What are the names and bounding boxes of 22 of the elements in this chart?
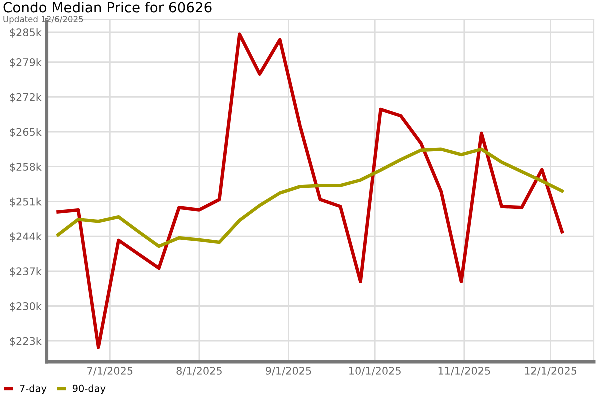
x-tick-label: 11/1/2025 <box>438 367 490 376</box>
legend-label: 7-day <box>20 384 47 394</box>
y-tick-label: $244k <box>10 232 42 242</box>
y-tick-label: $279k <box>10 58 42 68</box>
y-tick-label: $251k <box>10 198 42 208</box>
line-series <box>56 32 564 350</box>
x-tick-label: 7/1/2025 <box>88 367 133 376</box>
x-tick-label: 10/1/2025 <box>350 367 401 376</box>
y-tick-label: $285k <box>10 28 42 38</box>
x-tick-label: 12/1/2025 <box>525 367 577 376</box>
y-tick-label: $223k <box>10 337 42 347</box>
y-tick-label: $265k <box>10 128 42 138</box>
x-tick-label: 9/1/2025 <box>266 367 312 376</box>
legend-label: 90-day <box>72 384 106 394</box>
y-tick-label: $272k <box>10 93 42 103</box>
y-tick-label: $230k <box>10 302 42 312</box>
chart-subtitle: Updated 12/6/2025 <box>4 16 84 24</box>
line-series <box>56 148 564 248</box>
chart-title: Condo Median Price for 60626 <box>4 2 212 13</box>
y-tick-label: $237k <box>10 267 42 277</box>
x-tick-label: 8/1/2025 <box>176 367 222 376</box>
y-tick-label: $258k <box>10 162 42 172</box>
